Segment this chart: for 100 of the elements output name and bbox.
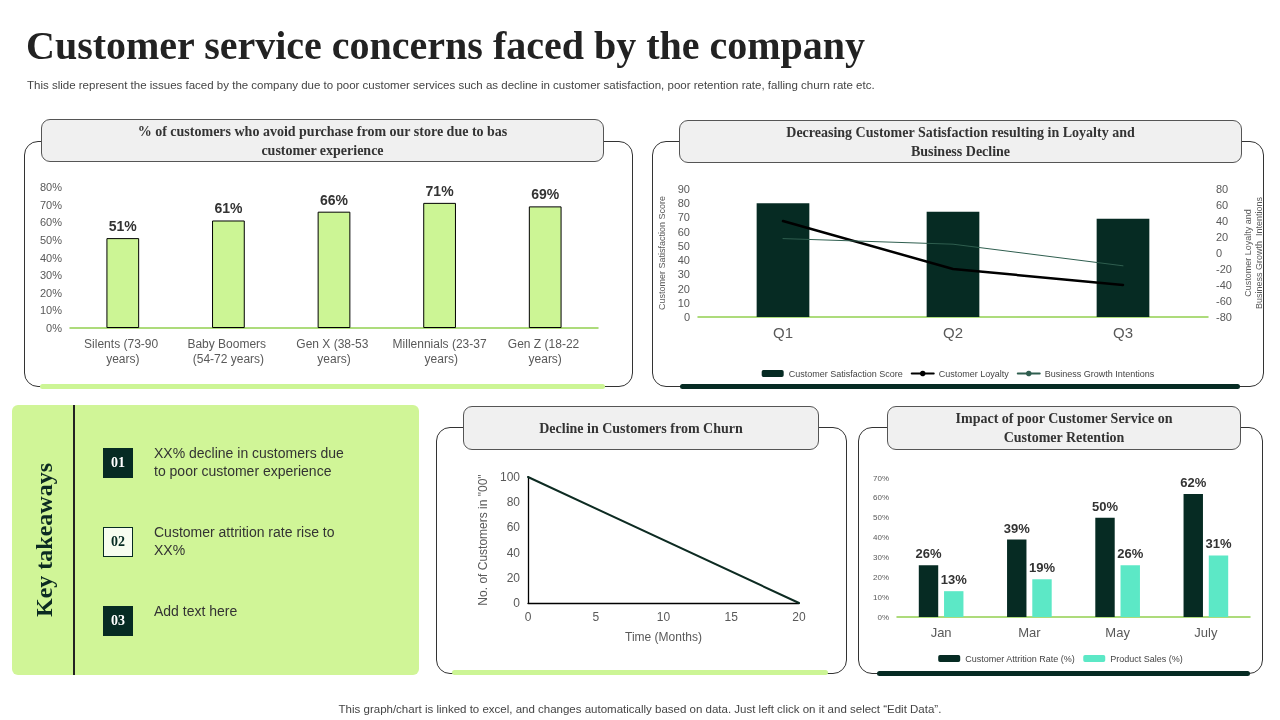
bar (212, 220, 245, 328)
text: 02 (103, 527, 133, 557)
x-tick-label: 0 (524, 610, 532, 624)
data-label: 62% (1180, 474, 1207, 490)
y-tick-label: 0% (46, 322, 63, 334)
y2-tick-label: 40 (1216, 215, 1229, 227)
text: This graph/chart is linked to excel, and changes automatically based on data. Just left click on it and select “Edit Data”. (337, 703, 943, 715)
y-tick-label: 50 (677, 239, 690, 252)
y-tick-label: 50% (39, 233, 63, 246)
y-tick-label: 90 (677, 183, 690, 195)
x-tick-label: Q1 (772, 324, 794, 341)
x-tick-label: Baby Boomers (54-72 years) (187, 336, 270, 366)
y-tick-label: 50% (872, 513, 889, 523)
data-label: 51% (108, 218, 138, 235)
bar (528, 206, 562, 328)
text: XX% decline in customers due to poor customer experience (154, 444, 345, 480)
y-tick-label: 80 (506, 495, 521, 510)
text: This slide represent the issues faced by the company due to poor customer services such as decline in customer satisfaction, poor retention rate, falling churn rate etc. (27, 79, 875, 91)
bar (106, 238, 140, 328)
y-tick-label: 40% (39, 251, 63, 264)
y-tick-label: 30% (39, 269, 63, 282)
y-tick-label: 70 (677, 211, 690, 224)
y-tick-label: 60 (506, 520, 521, 535)
bar (1095, 517, 1115, 617)
y-tick-label: 20% (872, 572, 889, 582)
y2-tick-label: 0 (1216, 247, 1223, 259)
y2-tick-label: -80 (1216, 311, 1232, 323)
x-tick-label: July (1194, 625, 1218, 640)
x-tick-label: Millennials (23-37 years) (392, 336, 487, 366)
bar (1183, 493, 1203, 617)
y-tick-label: 10% (872, 592, 889, 602)
legend-label: Customer Loyalty (938, 368, 1010, 379)
y-tick-label: 0 (683, 311, 690, 323)
y-tick-label: 80% (39, 181, 63, 193)
data-label: 26% (1117, 546, 1144, 562)
legend-label: Customer Attrition Rate (%) (965, 653, 1075, 664)
bar (944, 591, 964, 617)
y-tick-label: 30% (872, 552, 889, 562)
x-tick-label: 20 (792, 610, 806, 624)
x-tick-label: May (1105, 625, 1131, 640)
text: Customer attrition rate rise to XX% (154, 523, 336, 559)
bar (1120, 565, 1140, 617)
y2-tick-label: -40 (1216, 279, 1232, 291)
y-tick-label: 70% (872, 473, 889, 483)
x-tick-label: 5 (592, 610, 600, 624)
bar (1007, 539, 1027, 617)
text: 03 (103, 606, 133, 636)
x-tick-label: Silents (73-90 years) (84, 336, 162, 366)
x-tick-label: Q2 (942, 324, 964, 341)
text: Add text here (154, 602, 239, 620)
bar (756, 203, 810, 317)
y2-axis-title: Customer Loyalty and Business Growth Intentions (1243, 196, 1265, 310)
bar (1208, 555, 1229, 617)
y-tick-label: 20 (506, 570, 521, 585)
bar (926, 211, 980, 317)
x-tick-label: 15 (724, 610, 739, 624)
text: 01 (103, 448, 133, 478)
y-tick-label: 40 (506, 545, 521, 560)
y-tick-label: 80 (677, 197, 690, 210)
y-tick-label: 0 (513, 596, 521, 610)
bar (1096, 218, 1150, 317)
y2-tick-label: -20 (1216, 263, 1232, 275)
chart-title: Impact of poor Customer Service on Customer Retention (887, 406, 1241, 450)
data-label: 61% (214, 200, 243, 217)
y2-tick-label: 60 (1216, 199, 1229, 211)
y-tick-label: 20 (677, 282, 690, 295)
data-label: 50% (1091, 498, 1119, 514)
x-tick-label: Gen X (38-53 years) (296, 336, 372, 366)
bar (918, 565, 939, 617)
text: Customer service concerns faced by the company (26, 22, 866, 69)
y-axis-title: No. of Customers in "00" (476, 474, 491, 606)
x-tick-label: Q3 (1112, 324, 1134, 341)
y2-tick-label: -60 (1216, 295, 1232, 307)
data-label: 31% (1205, 536, 1232, 552)
y-tick-label: 30 (677, 268, 690, 281)
y-tick-label: 60% (39, 216, 63, 229)
chart-title: Decline in Customers from Churn (463, 406, 819, 450)
y-tick-label: 10% (39, 304, 63, 317)
x-tick-label: Mar (1018, 625, 1042, 640)
y2-tick-label: 80 (1216, 183, 1229, 195)
legend-label: Business Growth Intentions (1044, 368, 1155, 379)
data-label: 66% (319, 191, 349, 208)
x-tick-label: 10 (656, 610, 671, 624)
y-tick-label: 100 (499, 470, 521, 484)
chart-title: % of customers who avoid purchase from our store due to bas customer experience (41, 119, 604, 162)
bar (317, 211, 351, 328)
data-label: 71% (425, 182, 455, 199)
data-label: 13% (940, 572, 968, 588)
x-tick-label: Jan (930, 625, 952, 640)
legend-label: Product Sales (%) (1110, 653, 1183, 664)
y-tick-label: 60% (872, 493, 889, 503)
y-tick-label: 70% (39, 198, 63, 211)
y-tick-label: 0% (877, 612, 889, 622)
y-tick-label: 40% (872, 533, 889, 543)
legend-label: Customer Satisfaction Score (788, 368, 903, 379)
data-label: 26% (915, 546, 942, 562)
x-axis-title: Time (Months) (625, 630, 702, 644)
y-tick-label: 40 (677, 254, 690, 267)
data-label: 69% (531, 186, 560, 203)
y-tick-label: 10 (677, 296, 690, 309)
